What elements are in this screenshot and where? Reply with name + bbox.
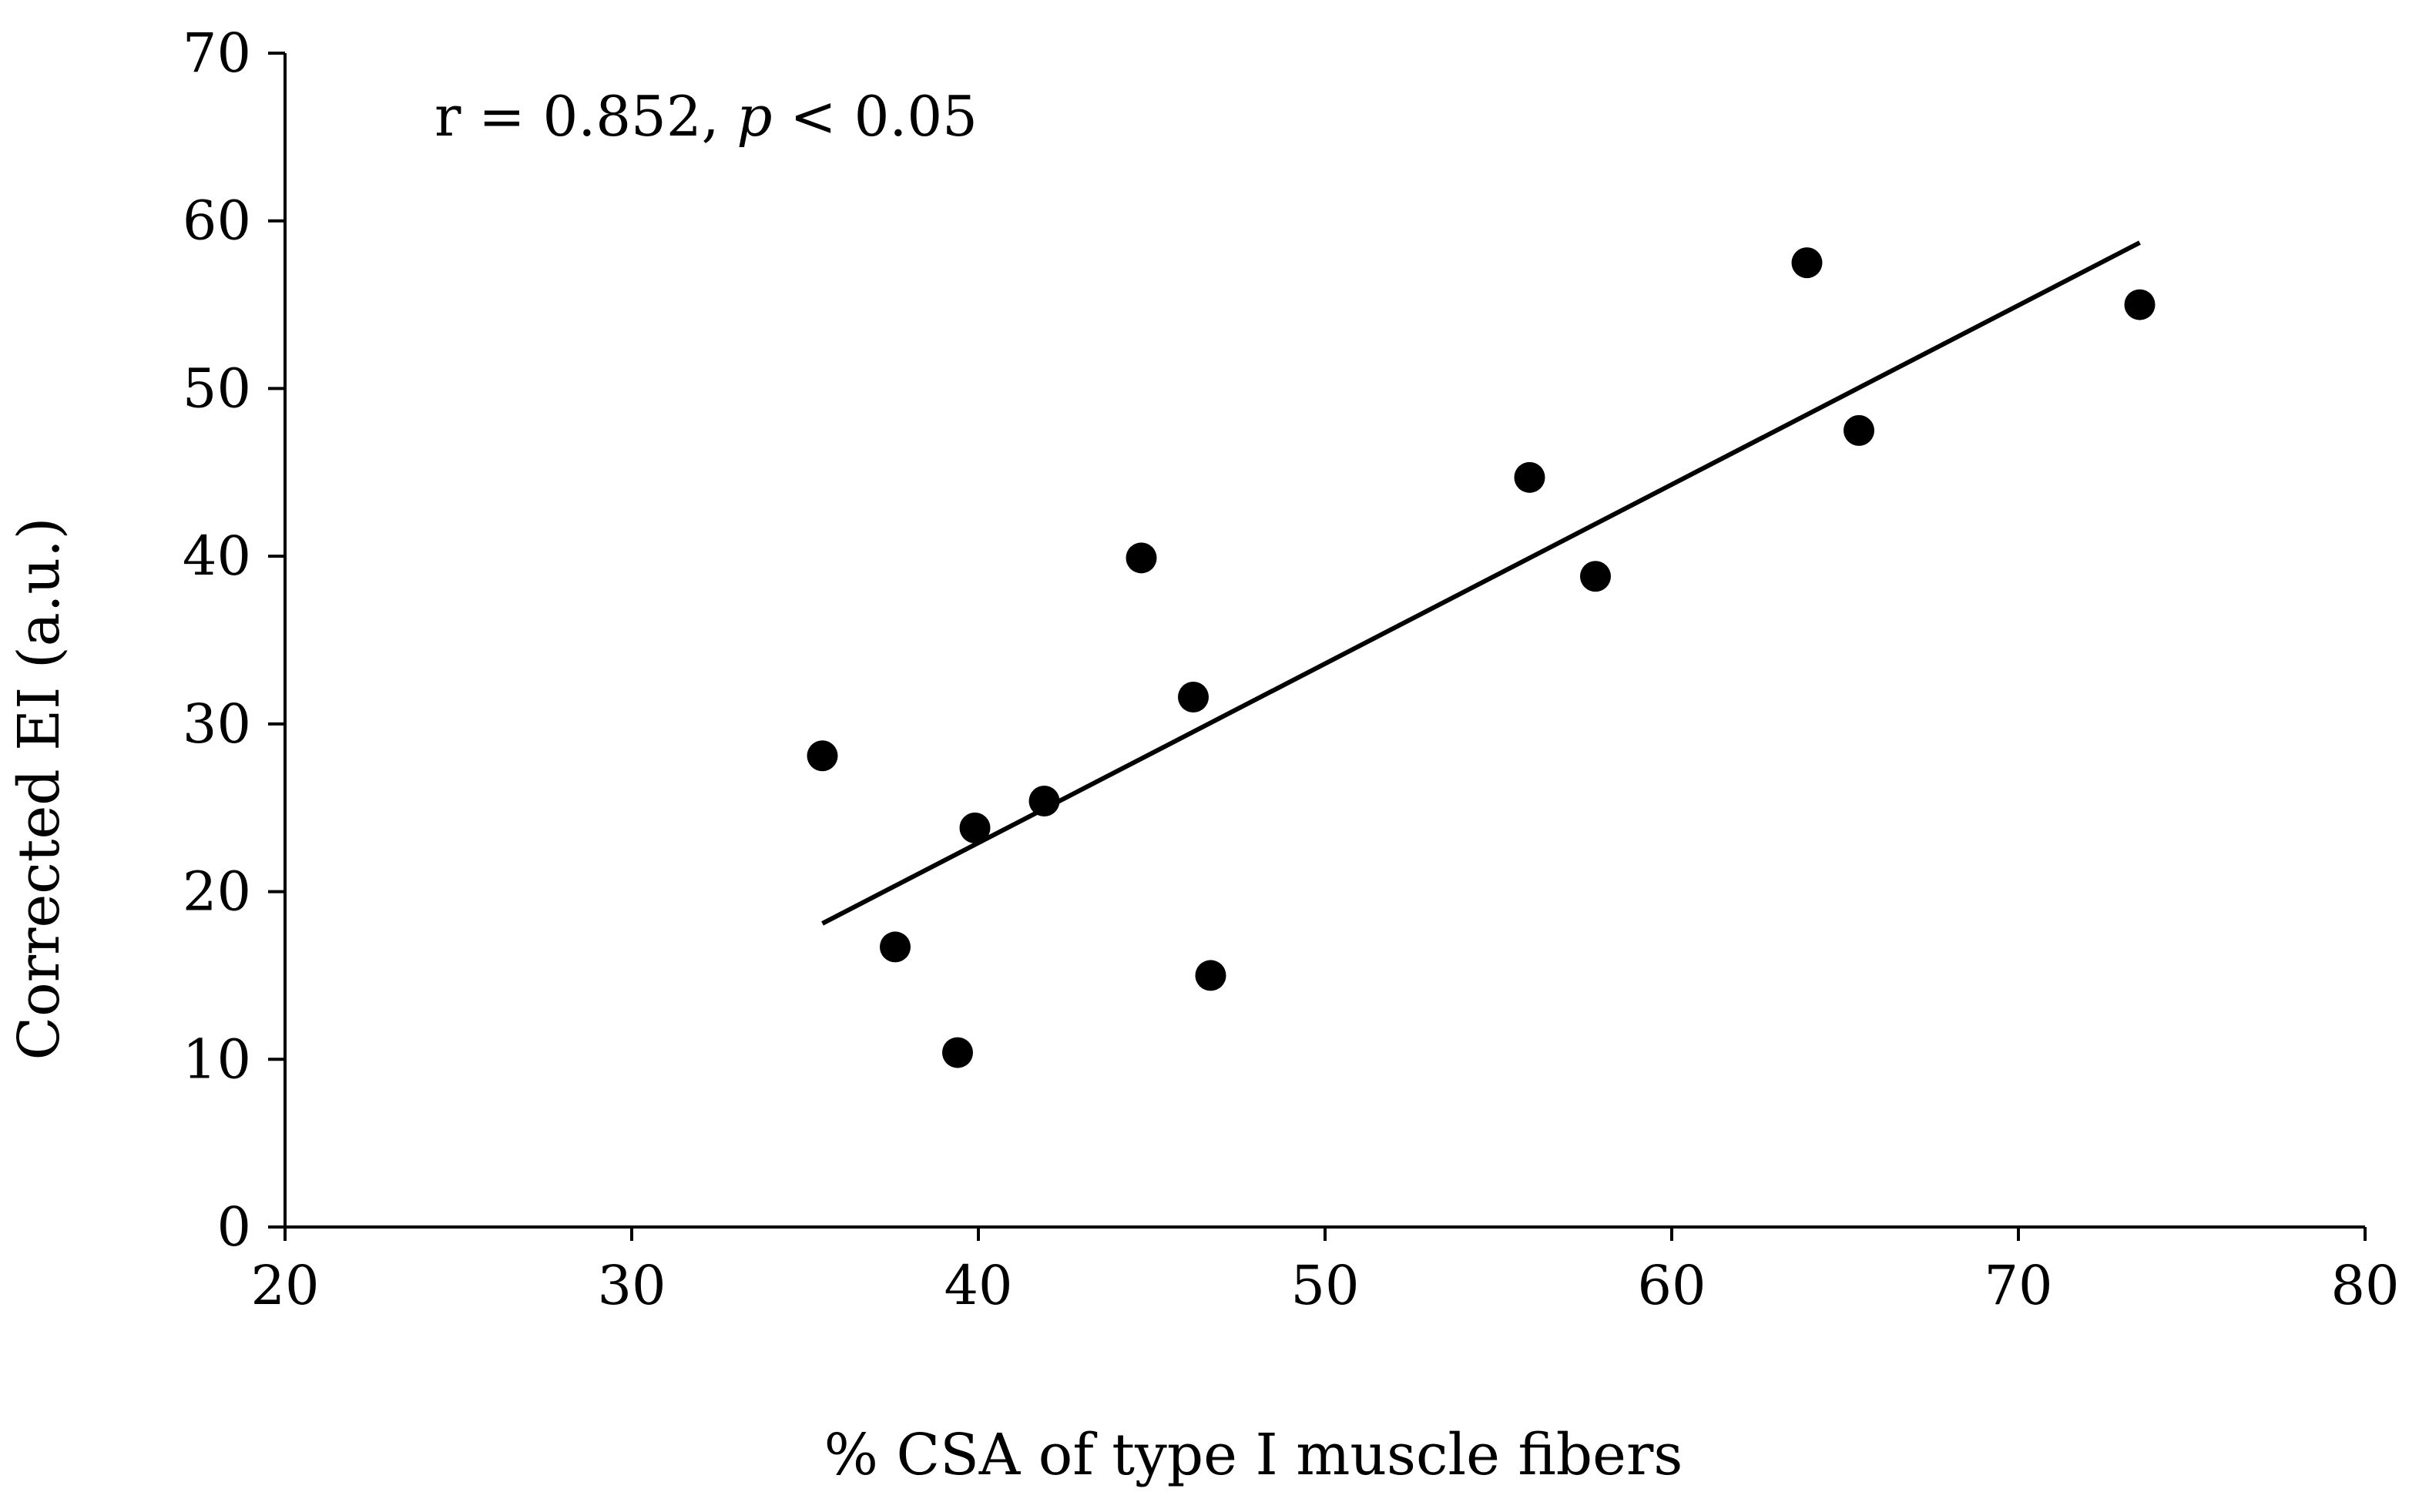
trendline-group: [821, 240, 2141, 926]
data-point: [807, 740, 838, 772]
data-point: [1580, 561, 1611, 592]
annotation-p-italic: p: [736, 84, 772, 149]
y-tick-label: 0: [216, 1195, 251, 1259]
data-point: [1844, 414, 1874, 446]
annotation-prefix: r = 0.852,: [434, 84, 736, 149]
x-tick-label: 20: [250, 1254, 319, 1317]
data-point: [1195, 960, 1226, 991]
data-point: [942, 1037, 973, 1068]
x-tick-label: 60: [1637, 1254, 1706, 1317]
x-axis-title: % CSA of type I muscle fibers: [824, 1422, 1683, 1488]
data-point: [2124, 289, 2156, 320]
data-point: [959, 812, 991, 843]
axes: [284, 53, 2365, 1229]
y-tick-label: 10: [183, 1028, 251, 1091]
data-point: [1178, 682, 1209, 713]
y-tick-label: 20: [183, 860, 251, 924]
x-tick-label: 30: [597, 1254, 666, 1317]
y-tick-label: 60: [183, 189, 251, 253]
y-tick-label: 40: [183, 525, 251, 588]
data-points: [807, 247, 2156, 1068]
data-point: [1126, 542, 1157, 574]
data-point: [1028, 786, 1060, 817]
data-point: [1514, 461, 1545, 493]
x-tick-label: 80: [2330, 1254, 2399, 1317]
y-axis-ticks: 0 10 20 30 40 50 60 70: [183, 22, 285, 1259]
trendline: [821, 240, 2141, 926]
y-tick-label: 70: [183, 22, 251, 85]
y-tick-label: 50: [183, 357, 251, 420]
data-point: [1791, 247, 1823, 279]
correlation-annotation: r = 0.852, p < 0.05: [434, 84, 978, 149]
y-axis-title: Corrected EI (a.u.): [6, 518, 72, 1061]
data-point: [880, 931, 911, 963]
x-tick-label: 50: [1290, 1254, 1359, 1317]
x-axis-ticks: 20 30 40 50 60 70 80: [250, 1227, 2400, 1317]
y-tick-label: 30: [183, 692, 251, 756]
annotation-suffix: < 0.05: [773, 84, 978, 149]
x-tick-label: 70: [1984, 1254, 2052, 1317]
x-tick-label: 40: [944, 1254, 1012, 1317]
